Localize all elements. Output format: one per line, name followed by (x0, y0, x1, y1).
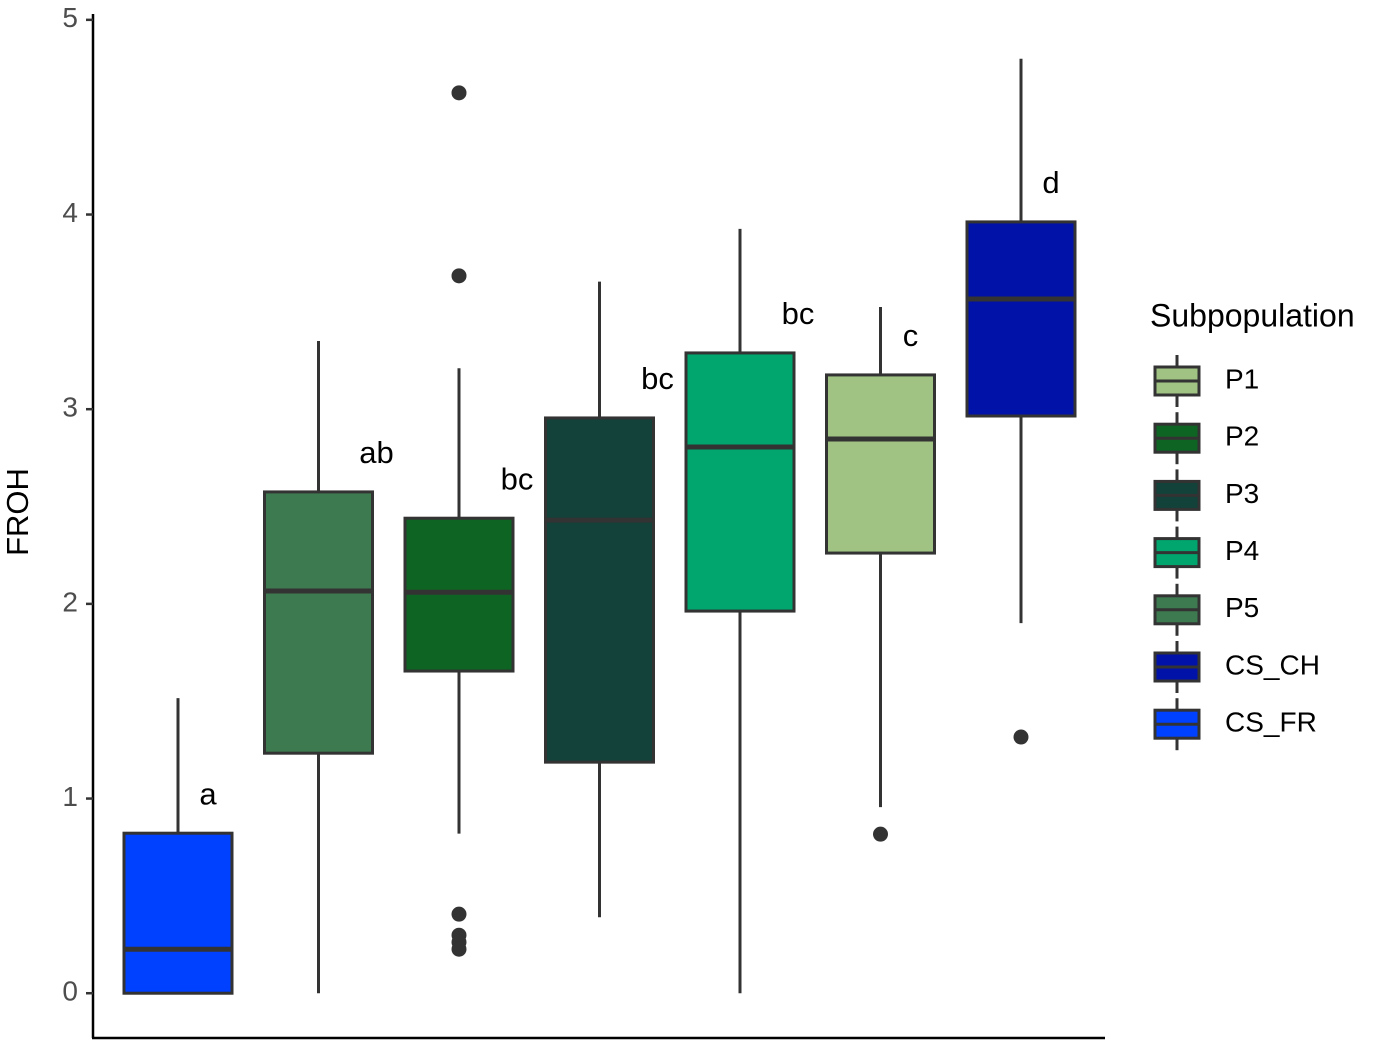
outlier (873, 826, 888, 842)
box (965, 220, 1077, 418)
legend-label: P2 (1225, 421, 1259, 452)
group-label: bc (501, 461, 534, 496)
y-axis-title: FROH (0, 468, 35, 556)
y-tick-label: 3 (62, 392, 78, 423)
box (684, 351, 796, 613)
y-tick-label: 1 (62, 781, 78, 812)
group-label: d (1042, 165, 1059, 200)
box (122, 831, 234, 995)
outlier (1013, 729, 1029, 745)
group-label: a (199, 776, 217, 811)
outlier (451, 85, 467, 101)
group-label: bc (782, 296, 815, 331)
legend-label: P1 (1225, 363, 1259, 394)
group-label: ab (359, 435, 393, 470)
y-tick-label: 4 (62, 197, 78, 228)
legend-label: P3 (1225, 478, 1259, 509)
legend-label: P5 (1225, 592, 1259, 623)
box (263, 490, 374, 755)
legend-title: Subpopulation (1150, 297, 1355, 333)
legend-label: CS_CH (1225, 649, 1320, 680)
group-label: bc (641, 361, 674, 396)
y-tick-label: 2 (62, 586, 78, 617)
y-tick-label: 5 (62, 2, 78, 33)
legend-label: P4 (1225, 535, 1259, 566)
group-label: c (903, 318, 919, 353)
y-tick-label: 0 (62, 976, 78, 1007)
legend-label: CS_FR (1225, 707, 1317, 738)
outlier (451, 268, 467, 284)
box (825, 373, 936, 555)
box (544, 416, 655, 764)
outlier (451, 906, 467, 922)
outlier (451, 941, 467, 957)
